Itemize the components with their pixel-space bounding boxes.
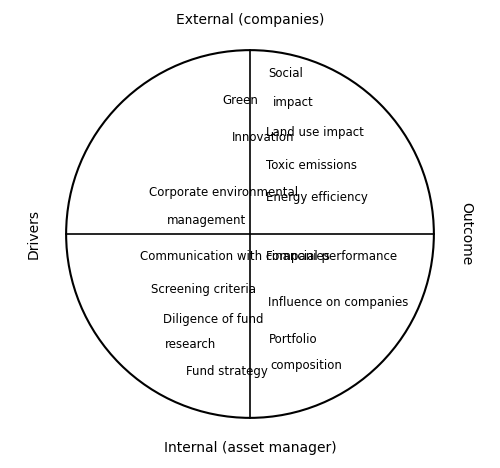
Text: Land use impact: Land use impact: [266, 126, 364, 139]
Text: External (companies): External (companies): [176, 13, 324, 27]
Text: Outcome: Outcome: [459, 202, 473, 266]
Text: Diligence of fund: Diligence of fund: [162, 313, 263, 326]
Text: Influence on companies: Influence on companies: [268, 296, 409, 309]
Text: Financial performance: Financial performance: [266, 250, 397, 263]
Text: Drivers: Drivers: [27, 209, 41, 259]
Text: Fund strategy: Fund strategy: [186, 366, 268, 379]
Text: research: research: [165, 338, 216, 351]
Text: Portfolio: Portfolio: [268, 333, 317, 346]
Text: impact: impact: [273, 96, 314, 110]
Text: Innovation: Innovation: [232, 131, 294, 144]
Text: Green: Green: [222, 94, 258, 107]
Text: Energy efficiency: Energy efficiency: [266, 191, 368, 204]
Text: Social: Social: [268, 66, 304, 80]
Text: Communication with companies: Communication with companies: [140, 250, 330, 263]
Text: Internal (asset manager): Internal (asset manager): [164, 441, 336, 455]
Text: composition: composition: [270, 358, 342, 372]
Text: Corporate environmental: Corporate environmental: [149, 186, 298, 199]
Text: Toxic emissions: Toxic emissions: [266, 159, 357, 172]
Text: management: management: [168, 214, 246, 227]
Text: Screening criteria: Screening criteria: [151, 283, 256, 296]
